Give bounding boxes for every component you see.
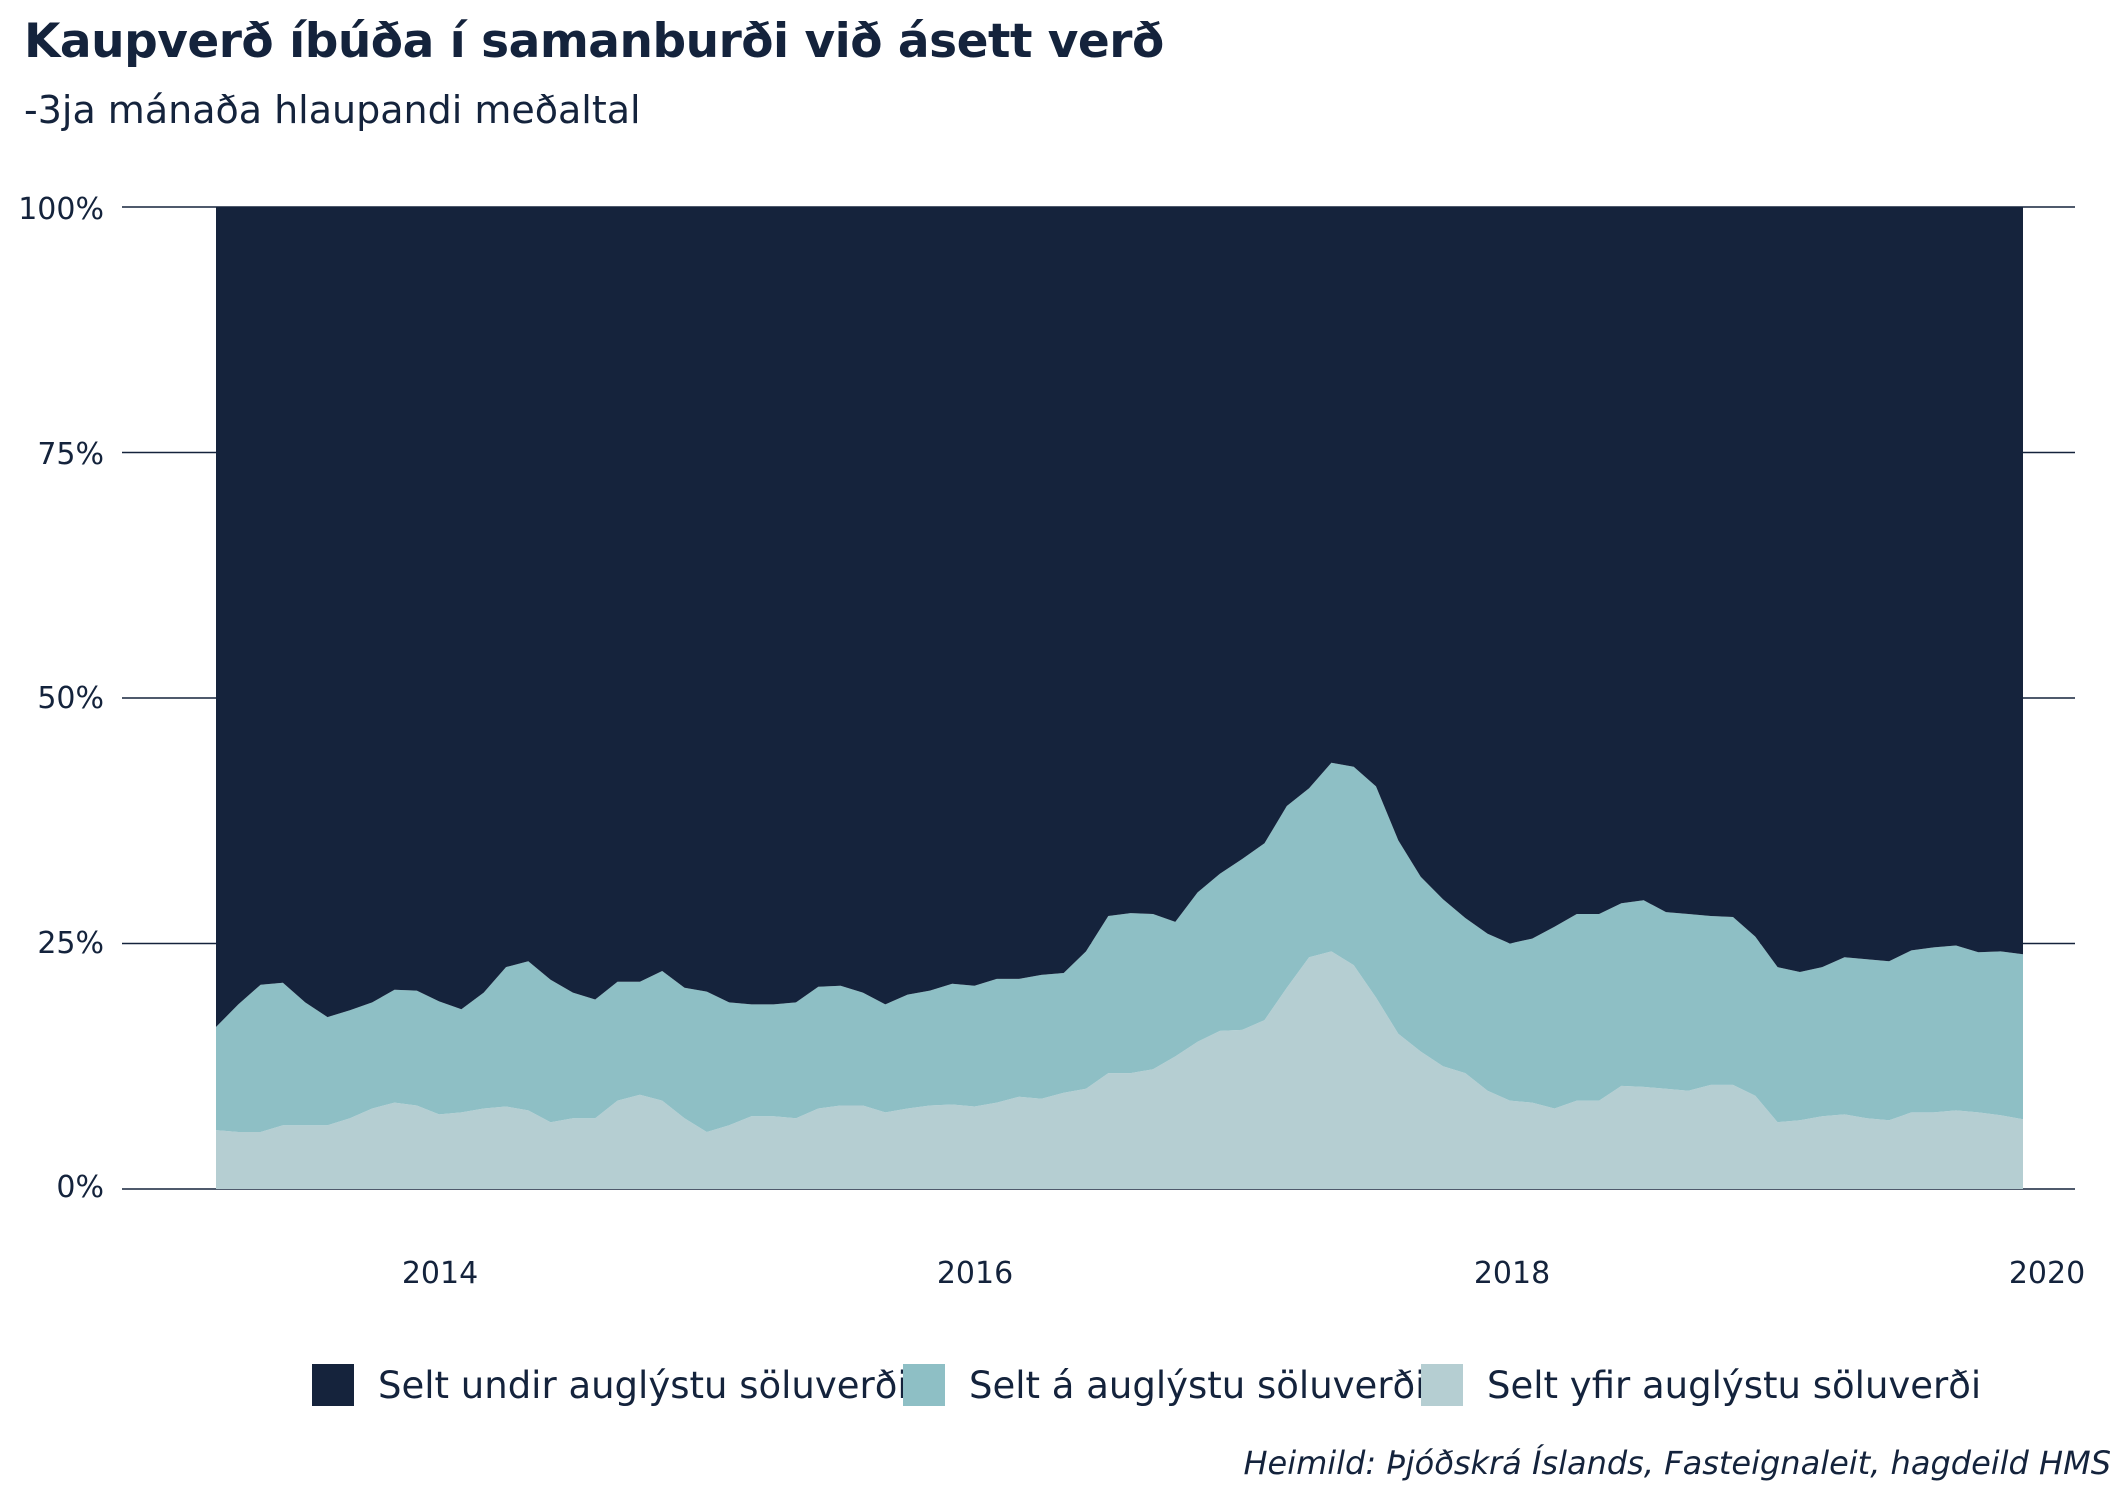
legend-label-at: Selt á auglýstu söluverði [969, 1363, 1426, 1407]
legend-label-under: Selt undir auglýstu söluverði [378, 1363, 908, 1407]
area-series-2 [216, 762, 2023, 1132]
x-tick-label: 2018 [1474, 1256, 1550, 1291]
legend-swatch-under [312, 1364, 354, 1406]
legend-item-under: Selt undir auglýstu söluverði [312, 1355, 908, 1415]
x-tick-label: 2016 [937, 1256, 1013, 1291]
x-tick-label: 2020 [2009, 1256, 2085, 1291]
stacked-areas [216, 207, 2023, 1189]
chart-legend: Selt undir auglýstu söluverði Selt á aug… [0, 1355, 2125, 1415]
x-tick-label: 2014 [402, 1256, 478, 1291]
area-series-1 [216, 951, 2023, 1189]
chart-subtitle: -3ja mánaða hlaupandi meðaltal [24, 88, 641, 132]
y-tick-label: 100% [18, 192, 104, 227]
legend-item-at: Selt á auglýstu söluverði [903, 1355, 1425, 1415]
y-tick-label: 75% [37, 437, 104, 472]
y-tick-label: 0% [56, 1170, 104, 1205]
legend-swatch-over [1421, 1364, 1463, 1406]
source-note: Heimild: Þjóðskrá Íslands, Fasteignaleit… [1243, 1444, 2111, 1482]
axes: 0% 25% 50% 75% 100% 2014 2016 2018 2020 [18, 192, 2085, 1291]
area-chart: 0% 25% 50% 75% 100% 2014 2016 2018 2020 [18, 192, 2085, 1291]
chart-title: Kaupverð íbúða í samanburði við ásett ve… [24, 14, 1164, 69]
legend-swatch-at [903, 1364, 945, 1406]
y-tick-label: 25% [37, 926, 104, 961]
y-tick-label: 50% [37, 681, 104, 716]
legend-label-over: Selt yfir auglýstu söluverði [1487, 1363, 1982, 1407]
area-series-3 [216, 207, 2023, 1027]
legend-item-over: Selt yfir auglýstu söluverði [1421, 1355, 1981, 1415]
